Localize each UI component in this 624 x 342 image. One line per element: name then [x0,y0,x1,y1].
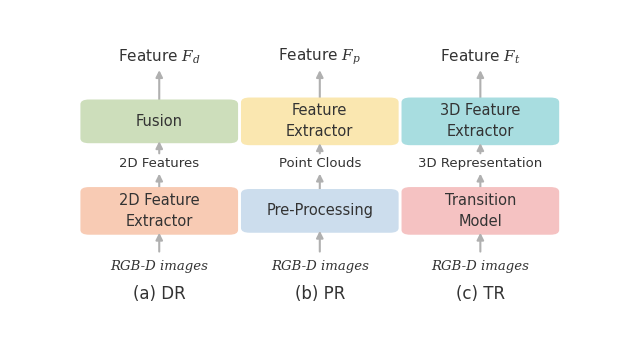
Text: RGB-D images: RGB-D images [271,260,369,273]
Text: RGB-D images: RGB-D images [110,260,208,273]
Text: 2D Feature
Extractor: 2D Feature Extractor [119,193,200,229]
Text: 2D Features: 2D Features [119,157,199,170]
Text: Pre-Processing: Pre-Processing [266,203,373,219]
FancyBboxPatch shape [241,97,399,145]
Text: Fusion: Fusion [136,114,183,129]
Text: 3D Representation: 3D Representation [418,157,542,170]
FancyBboxPatch shape [241,189,399,233]
Text: (a) DR: (a) DR [133,285,185,303]
FancyBboxPatch shape [80,100,238,143]
Text: 3D Feature
Extractor: 3D Feature Extractor [440,103,520,139]
Text: Transition
Model: Transition Model [445,193,516,229]
FancyBboxPatch shape [80,187,238,235]
Text: Feature
Extractor: Feature Extractor [286,103,353,139]
Text: Feature $F_t$: Feature $F_t$ [440,48,520,66]
Text: RGB-D images: RGB-D images [431,260,529,273]
Text: Feature $F_p$: Feature $F_p$ [278,47,361,67]
Text: (b) PR: (b) PR [295,285,345,303]
Text: Feature $F_d$: Feature $F_d$ [118,48,200,66]
FancyBboxPatch shape [401,97,559,145]
Text: Point Clouds: Point Clouds [278,157,361,170]
FancyBboxPatch shape [401,187,559,235]
Text: (c) TR: (c) TR [456,285,505,303]
